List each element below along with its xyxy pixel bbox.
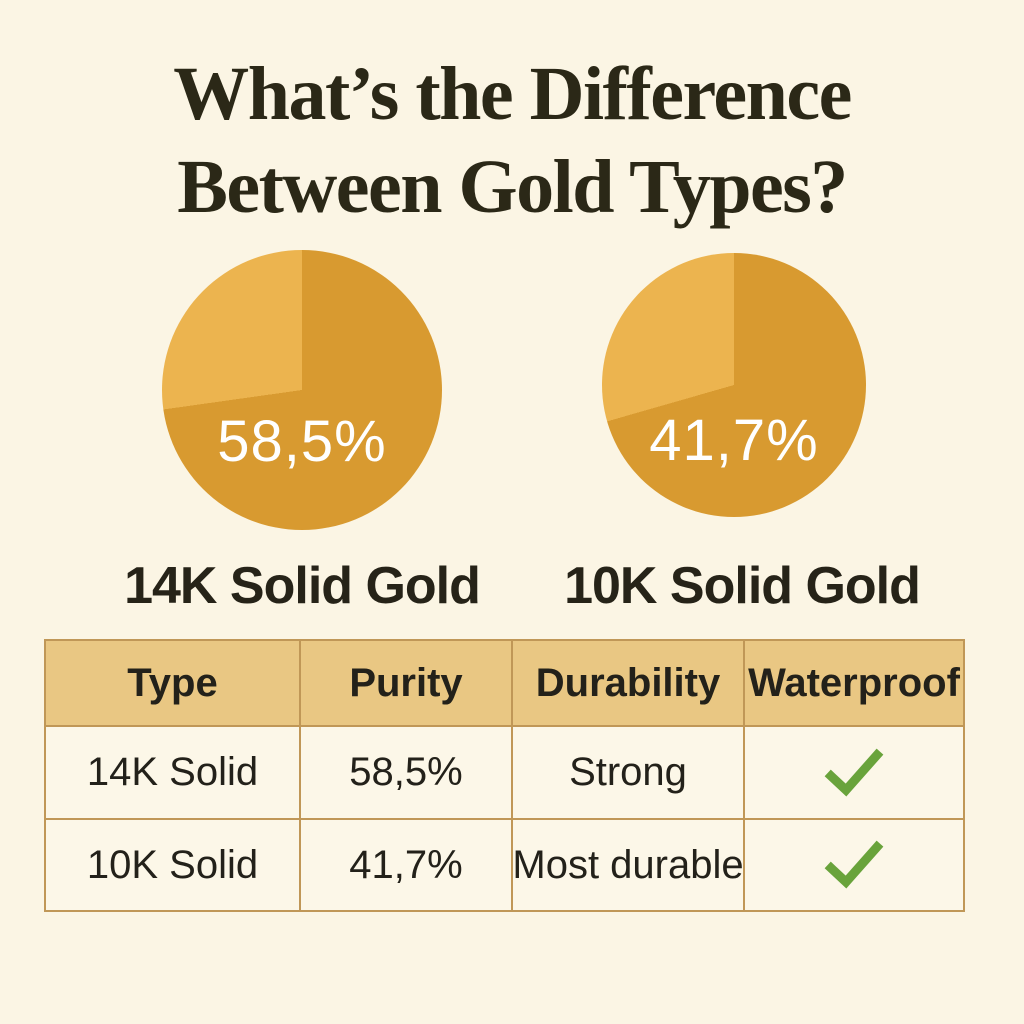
header-cell-purity: Purity	[301, 641, 513, 727]
page-title-line1: What’s the Difference	[173, 52, 852, 136]
pie-value-14k: 58,5%	[217, 409, 387, 474]
table-row-10k-waterproof	[745, 820, 963, 910]
pie-value-10k: 41,7%	[649, 408, 819, 473]
table-row-10k-durability: Most durable	[513, 820, 745, 910]
checkmark-icon	[824, 840, 884, 889]
header-cell-waterproof: Waterproof	[745, 641, 963, 727]
header-cell-type: Type	[46, 641, 301, 727]
table-row-14k-type: 14K Solid	[46, 727, 301, 820]
header-cell-durability: Durability	[513, 641, 745, 727]
checkmark-icon	[824, 748, 884, 796]
table-row-10k-type: 10K Solid	[46, 820, 301, 910]
comparison-table: Type Purity Durability Waterproof 14K So…	[44, 639, 965, 912]
pie-chart-14k: 58,5%	[162, 250, 442, 530]
table-row-14k-durability: Strong	[513, 727, 745, 820]
table-row-10k-purity: 41,7%	[301, 820, 513, 910]
table-row-14k-waterproof	[745, 727, 963, 820]
page-title-line2: Between Gold Types?	[177, 144, 848, 229]
pie-caption-10k: 10K Solid Gold	[564, 557, 921, 615]
pie-chart-10k: 41,7%	[602, 253, 866, 517]
table-row-14k-purity: 58,5%	[301, 727, 513, 820]
pie-caption-14k: 14K Solid Gold	[124, 557, 481, 615]
page-title: What’s the Difference Between Gold Types…	[0, 48, 1024, 233]
